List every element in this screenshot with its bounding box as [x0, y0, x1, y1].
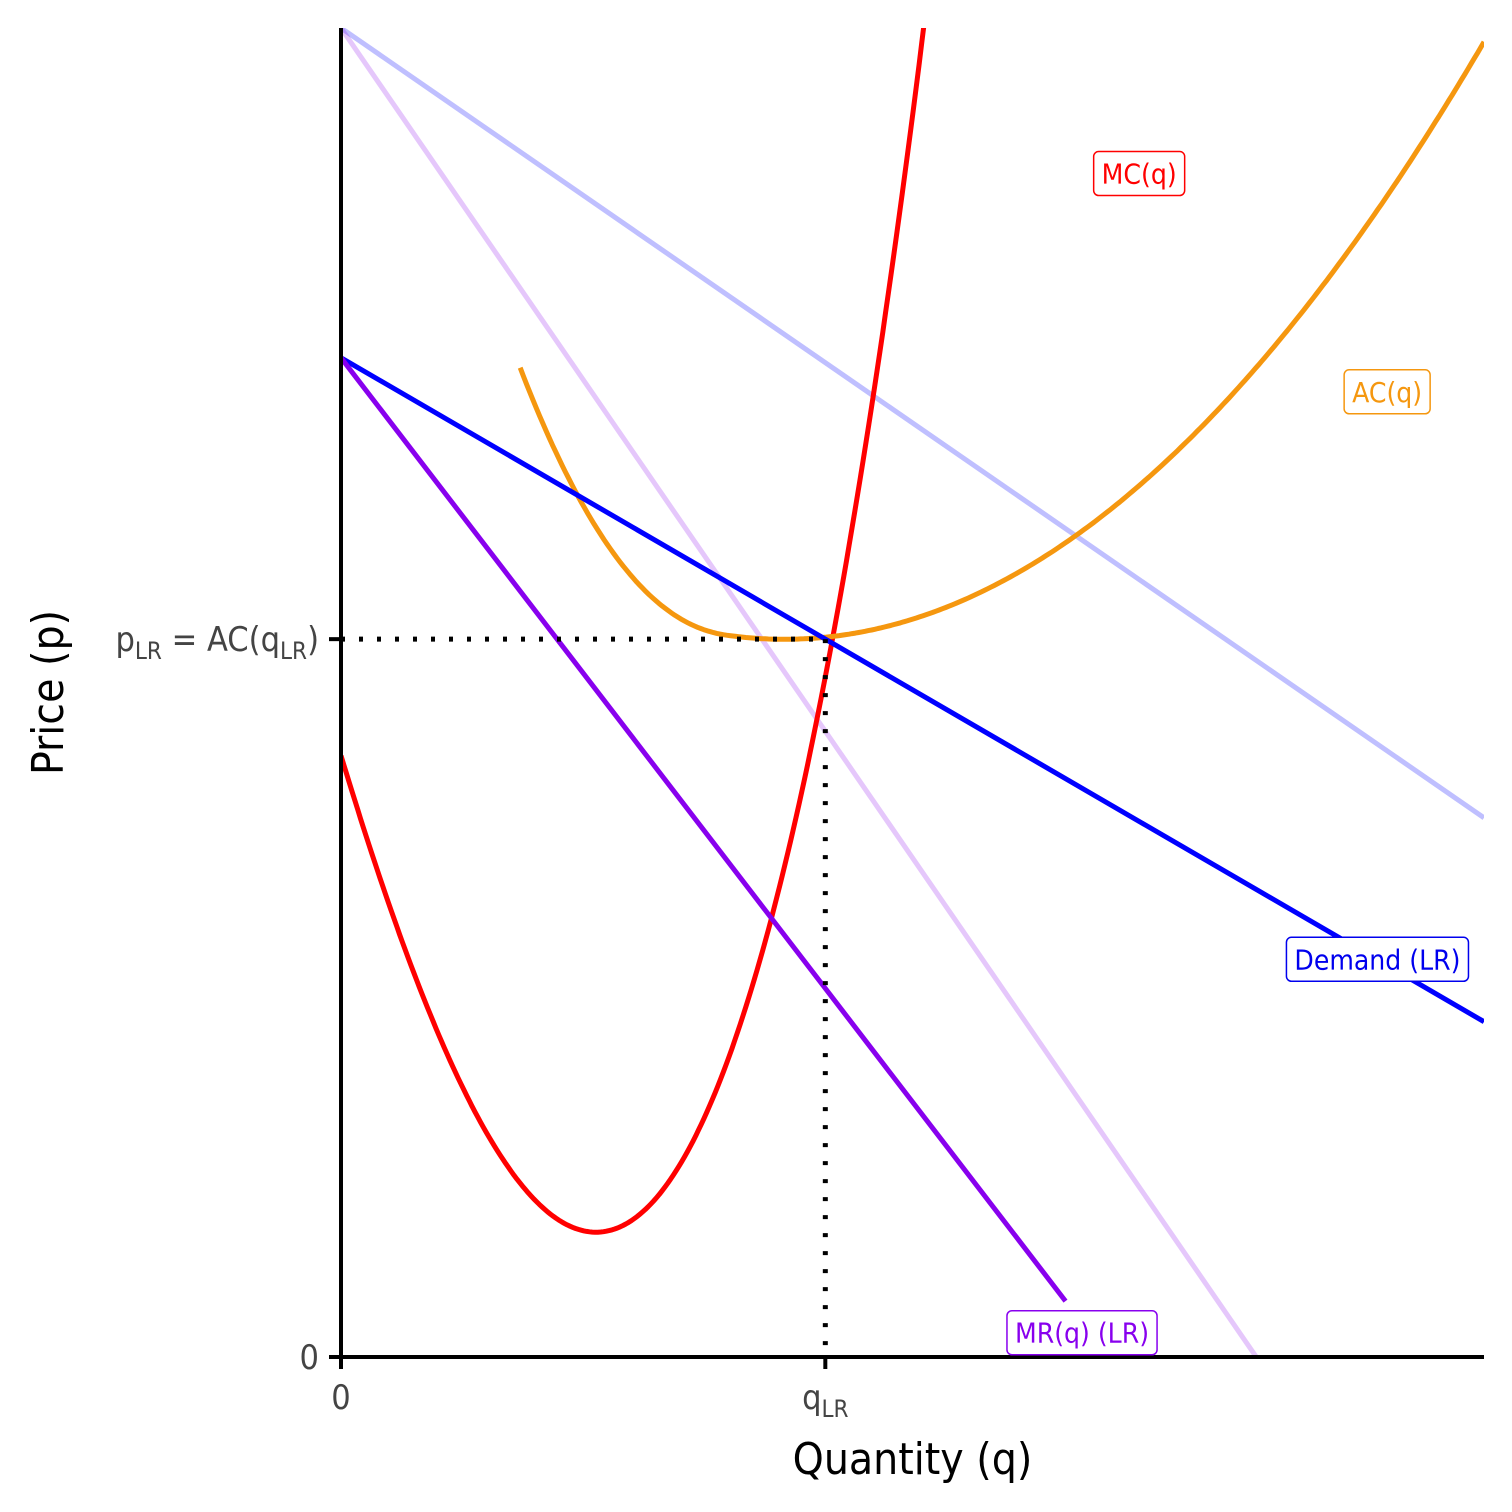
x-tick-label: qLR — [802, 1378, 848, 1423]
curve-labels-layer: MC(q) AC(q) Demand (LR) MR(q) (LR) — [1006, 150, 1470, 1356]
y-axis-title: Price (p) — [23, 610, 74, 775]
label-mc-q: MC(q) — [1092, 150, 1186, 197]
equilibrium-guides — [341, 636, 828, 1357]
curves-layer — [341, 28, 1484, 1357]
x-tick-label: 0 — [331, 1378, 350, 1418]
label-demand-lr: Demand (LR) — [1285, 936, 1470, 983]
x-axis-title: Quantity (q) — [793, 1434, 1033, 1485]
y-tick-label: pLR = AC(qLR) — [115, 620, 319, 665]
curve-demand-lr — [341, 355, 1484, 1024]
label-ac-q-text: AC(q) — [1352, 376, 1422, 409]
curve-mc-q — [341, 28, 927, 1235]
axes-layer — [339, 28, 1484, 1359]
label-demand-lr-text: Demand (LR) — [1294, 943, 1460, 976]
label-ac-q: AC(q) — [1343, 369, 1431, 415]
label-mr-q-lr-text: MR(q) (LR) — [1015, 1317, 1149, 1350]
curve-faded-4 — [341, 28, 1484, 820]
curve-mr-q-lr — [341, 356, 1068, 1303]
curve-ac-q — [517, 40, 1484, 642]
y-tick-label: 0 — [300, 1338, 319, 1378]
curve-faded-5 — [341, 28, 1259, 1357]
label-mr-q-lr: MR(q) (LR) — [1006, 1309, 1158, 1356]
label-mc-q-text: MC(q) — [1102, 158, 1177, 191]
